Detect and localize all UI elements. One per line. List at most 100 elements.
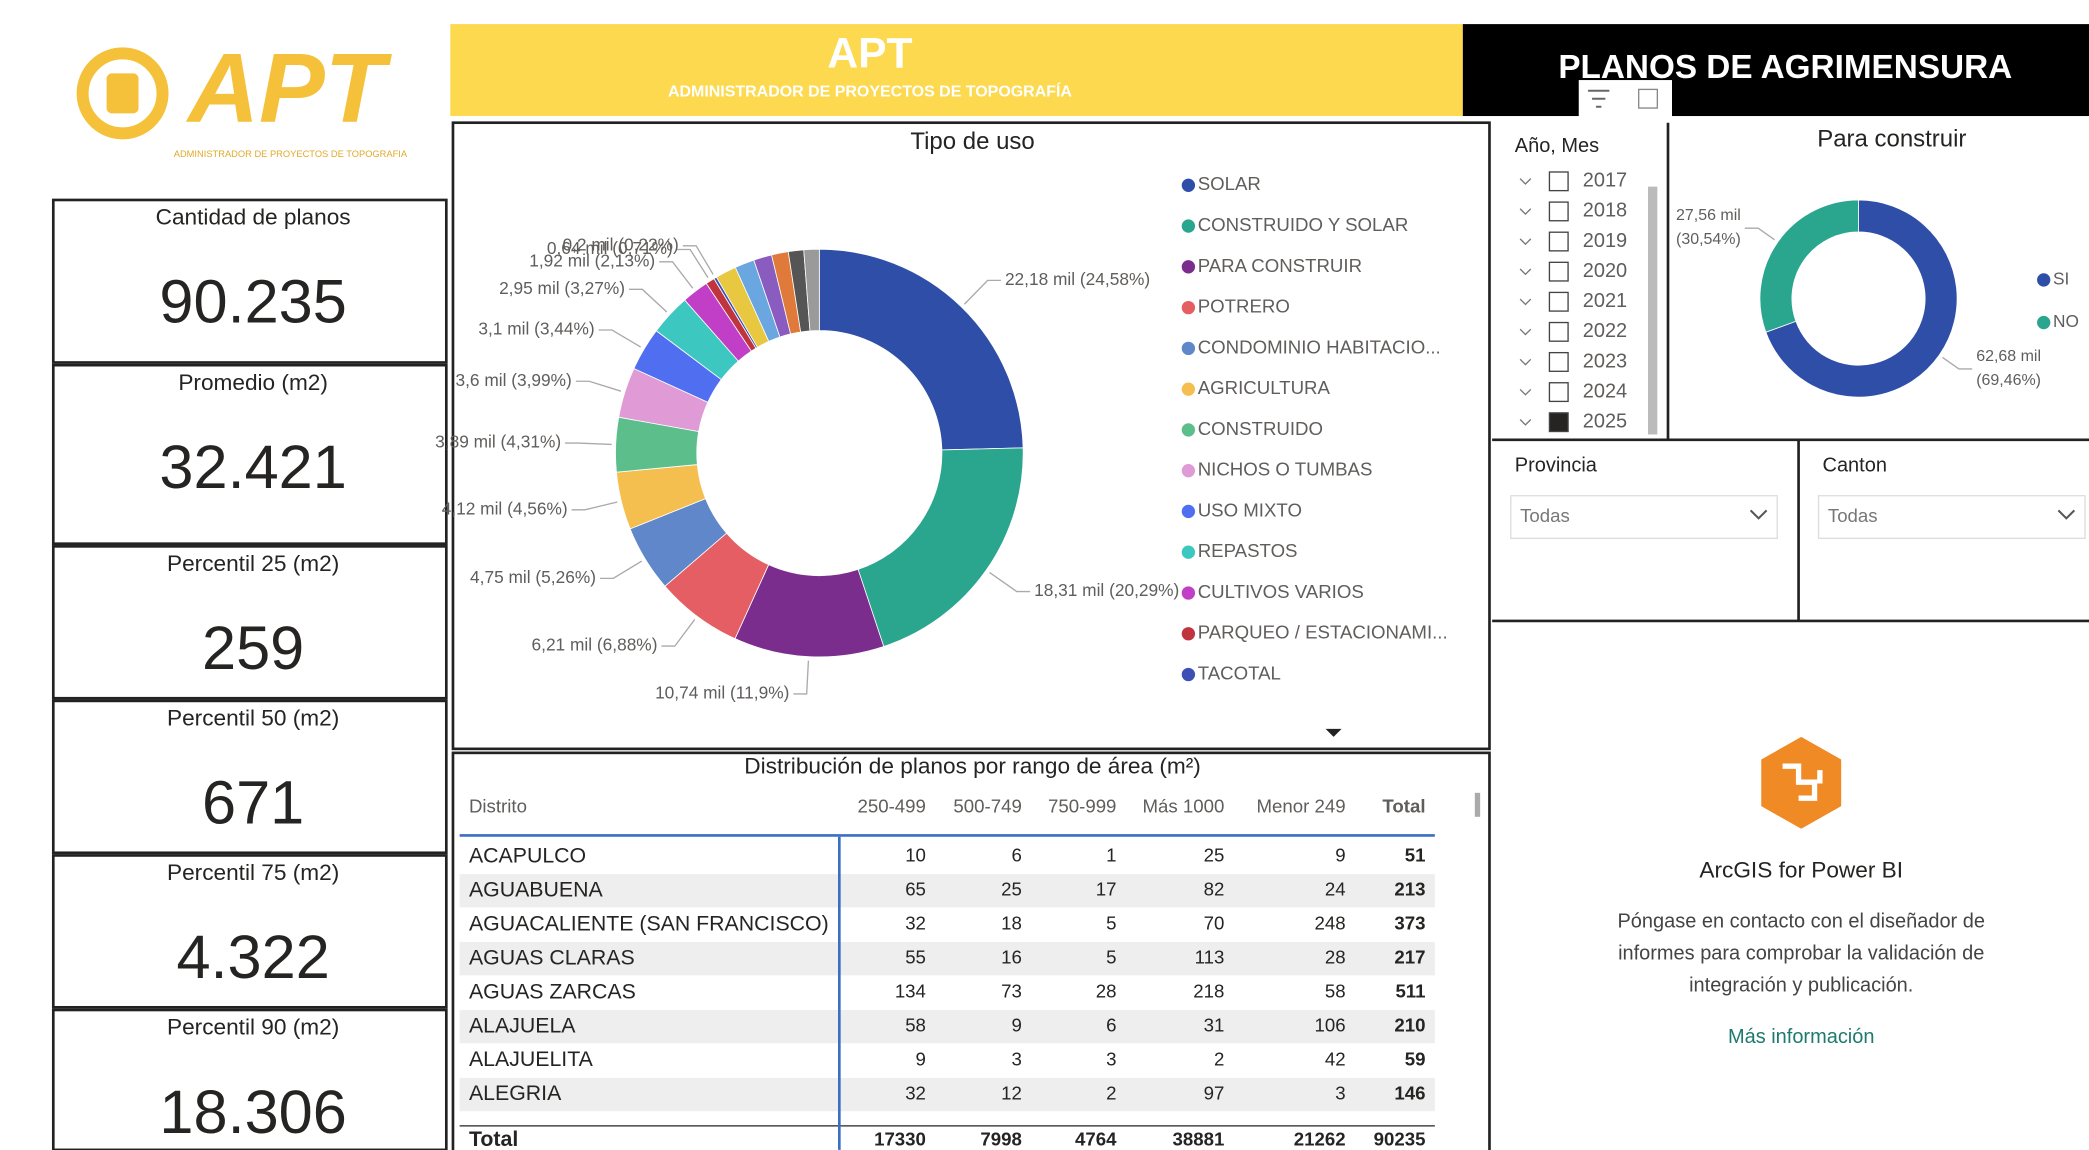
- data-label: 0,64 mil (0,71%): [547, 238, 673, 258]
- donut-slice: [857, 447, 1024, 648]
- slicer-item[interactable]: 2017: [1583, 170, 1627, 192]
- table-cell: 248: [1314, 913, 1345, 934]
- table-cell: 3: [1335, 1083, 1345, 1104]
- dropdown-chevron[interactable]: [1749, 509, 1768, 520]
- expand-chevron[interactable]: [1519, 178, 1532, 185]
- column-header[interactable]: Más 1000: [1142, 795, 1224, 816]
- kpi-label: Cantidad de planos: [156, 205, 351, 230]
- logo-title: APT: [185, 33, 393, 143]
- kpi-label: Promedio (m2): [178, 370, 328, 395]
- legend-marker: [1181, 341, 1196, 356]
- slicer-item[interactable]: 2025: [1583, 410, 1627, 432]
- table-cell: AGUACALIENTE (SAN FRANCISCO): [469, 911, 829, 935]
- table-cell: ACAPULCO: [469, 843, 586, 867]
- table-cell: 51: [1405, 845, 1426, 866]
- kpi-card: [51, 363, 448, 546]
- dropdown-value[interactable]: Todas: [1520, 505, 1570, 526]
- total-cell: Total: [469, 1127, 518, 1150]
- table-cell: 18: [1001, 913, 1022, 934]
- checkbox[interactable]: [1548, 412, 1569, 433]
- table-cell: 511: [1395, 981, 1425, 1002]
- total-cell: 38881: [1173, 1128, 1225, 1149]
- data-label: 3,1 mil (3,44%): [478, 319, 594, 339]
- donut-slice: [803, 248, 820, 332]
- dropdown-value[interactable]: Todas: [1828, 505, 1878, 526]
- column-header[interactable]: Total: [1382, 795, 1425, 816]
- table-cell: 17: [1096, 879, 1117, 900]
- table-cell: 32: [905, 913, 926, 934]
- expand-chevron[interactable]: [1519, 208, 1532, 216]
- expand-chevron[interactable]: [1519, 388, 1532, 396]
- checkbox[interactable]: [1548, 201, 1569, 222]
- checkbox[interactable]: [1548, 321, 1569, 342]
- slicer-item[interactable]: 2022: [1583, 320, 1627, 342]
- table-cell: 5: [1106, 947, 1116, 968]
- table-cell: 3: [1106, 1049, 1116, 1070]
- table-cell: 134: [895, 981, 926, 1002]
- column-header[interactable]: 750-999: [1048, 795, 1116, 816]
- legend-label: CONDOMINIO HABITACIO...: [1198, 336, 1441, 357]
- row-band: [459, 1009, 1435, 1044]
- checkbox[interactable]: [1548, 171, 1569, 192]
- leader-line: [629, 288, 668, 313]
- table-cell: 218: [1193, 981, 1224, 1002]
- checkbox[interactable]: [1548, 261, 1569, 282]
- slicer-item[interactable]: 2019: [1583, 230, 1627, 252]
- dropdown-chevron[interactable]: [2057, 509, 2076, 520]
- kpi-label: Percentil 25 (m2): [167, 551, 339, 576]
- table-cell: 3: [1011, 1049, 1021, 1070]
- table-cell: 25: [1001, 879, 1022, 900]
- arcgis-message: Póngase en contacto con el diseñador de: [1617, 910, 1984, 932]
- kpi-label: Percentil 50 (m2): [167, 706, 339, 731]
- leader-line: [575, 380, 622, 392]
- checkbox[interactable]: [1548, 382, 1569, 403]
- expand-chevron[interactable]: [1519, 268, 1532, 276]
- expand-chevron[interactable]: [1519, 298, 1532, 306]
- column-header[interactable]: 250-499: [858, 795, 926, 816]
- expand-chevron[interactable]: [1519, 238, 1532, 246]
- leader-line: [571, 501, 618, 511]
- slicer-scrollbar[interactable]: [1648, 186, 1658, 435]
- slicer-item[interactable]: 2018: [1583, 200, 1627, 222]
- table-cell: 146: [1394, 1083, 1425, 1104]
- column-header[interactable]: Menor 249: [1256, 795, 1345, 816]
- data-label: 22,18 mil (24,58%): [1005, 269, 1150, 289]
- checkbox[interactable]: [1548, 351, 1569, 372]
- checkbox[interactable]: [1548, 291, 1569, 312]
- kpi-card: [51, 198, 448, 364]
- legend-scroll[interactable]: [1325, 728, 1342, 737]
- expand-chevron[interactable]: [1519, 419, 1532, 426]
- slicer-item[interactable]: 2023: [1583, 350, 1627, 372]
- kpi-card: [51, 545, 448, 700]
- kpi-value: 671: [202, 769, 304, 837]
- column-header[interactable]: 500-749: [953, 795, 1021, 816]
- slicer-item[interactable]: 2020: [1583, 260, 1627, 282]
- table-cell: 373: [1394, 913, 1425, 934]
- slicer-item[interactable]: 2021: [1583, 290, 1627, 312]
- arcgis-icon: [1761, 736, 1842, 829]
- dropdown[interactable]: [1510, 495, 1778, 540]
- arcgis-message: integración y publicación.: [1689, 974, 1913, 996]
- kpi-value: 259: [202, 614, 304, 682]
- legend-marker: [1181, 667, 1196, 682]
- visual-toolbar[interactable]: [1578, 80, 1672, 121]
- table-cell: 10: [905, 845, 926, 866]
- donut-slice: [1765, 199, 1958, 398]
- checkbox[interactable]: [1548, 231, 1569, 252]
- expand-chevron[interactable]: [1519, 358, 1532, 366]
- data-label: 1,92 mil (2,13%): [529, 250, 655, 270]
- column-header[interactable]: Distrito: [469, 795, 527, 816]
- legend-marker: [1181, 300, 1196, 315]
- slicer-item[interactable]: 2024: [1583, 380, 1627, 402]
- scrollbar[interactable]: [1474, 792, 1481, 817]
- legend-marker: [1181, 382, 1196, 396]
- table-cell: 106: [1314, 1015, 1345, 1036]
- leader-line: [661, 619, 696, 647]
- leader-line: [963, 279, 1001, 305]
- data-label: 2,95 mil (3,27%): [499, 278, 625, 298]
- row-band: [459, 874, 1435, 908]
- expand-chevron[interactable]: [1519, 328, 1532, 336]
- leader-line: [659, 261, 694, 289]
- dropdown[interactable]: [1817, 495, 2086, 540]
- arcgis-link[interactable]: Más información: [1728, 1026, 1875, 1048]
